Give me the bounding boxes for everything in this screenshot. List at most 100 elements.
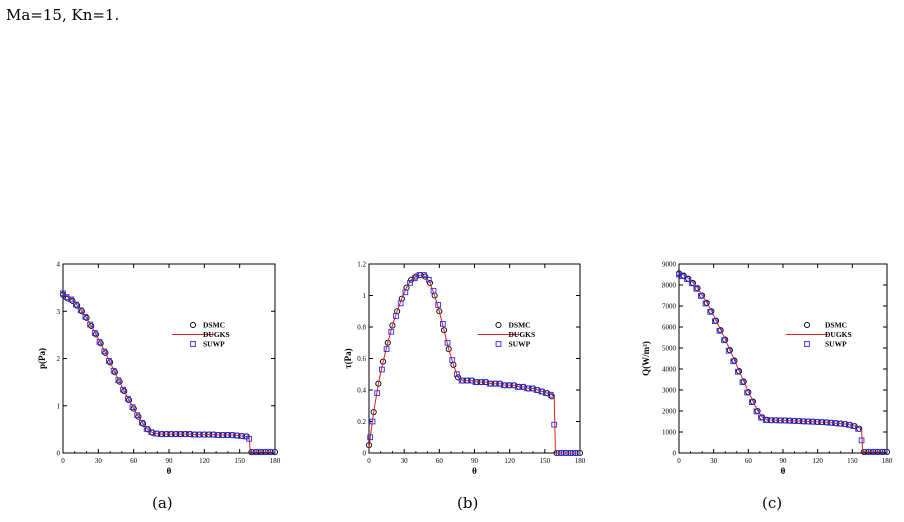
data-point-dsmc <box>83 314 90 321</box>
y-tick-label: 0.4 <box>357 387 366 395</box>
y-axis-label: Q(W/m²) <box>641 341 651 376</box>
legend-label-suwp: SUWP <box>509 340 531 349</box>
legend-marker-dsmc <box>803 321 811 329</box>
data-point-suwp <box>383 346 390 352</box>
data-point-suwp <box>411 275 418 282</box>
data-point-suwp <box>367 434 374 441</box>
x-tick-label: 180 <box>270 457 281 465</box>
y-tick-label: 1 <box>57 402 61 410</box>
x-tick-label: 0 <box>677 457 681 465</box>
x-tick-label: 180 <box>882 457 893 465</box>
data-point-dsmc <box>426 279 434 286</box>
data-point-suwp <box>684 276 690 282</box>
data-point-dsmc <box>389 322 396 329</box>
data-point-suwp <box>693 285 700 292</box>
data-point-suwp <box>106 358 112 364</box>
data-point-suwp <box>269 449 276 455</box>
data-point-suwp <box>688 280 695 287</box>
data-point-suwp <box>574 450 581 456</box>
x-tick-label: 30 <box>710 457 718 465</box>
data-point-suwp <box>855 426 861 432</box>
data-point-suwp <box>87 321 93 328</box>
data-point-dsmc <box>78 308 85 315</box>
data-point-suwp <box>246 435 252 442</box>
y-tick-label: 0.8 <box>357 324 366 332</box>
y-tick-label: 8000 <box>662 282 677 290</box>
x-tick-label: 60 <box>436 457 444 465</box>
data-point-suwp <box>115 377 122 384</box>
data-point-suwp <box>402 289 409 296</box>
legend-label-dugks: DUGKS <box>825 330 852 339</box>
data-point-suwp <box>735 368 741 375</box>
legend-marker-dsmc <box>189 321 197 329</box>
data-point-dsmc <box>121 388 128 395</box>
data-point-dsmc <box>97 340 104 347</box>
y-tick-label: 4 <box>57 261 61 269</box>
x-tick-label: 60 <box>130 457 138 465</box>
x-tick-label: 90 <box>166 457 174 465</box>
data-point-dsmc <box>455 374 462 381</box>
data-point-dsmc <box>140 420 147 427</box>
x-axis-label: θ <box>781 466 786 476</box>
data-point-dsmc <box>440 327 448 334</box>
legend-marker-suwp <box>190 341 196 347</box>
data-point-suwp <box>96 339 103 345</box>
data-point-suwp <box>676 271 682 278</box>
y-tick-label: 3000 <box>662 387 677 395</box>
data-point-dsmc <box>445 345 452 353</box>
x-axis-label: θ <box>167 466 172 476</box>
y-tick-label: 7000 <box>662 303 677 311</box>
panel-label-a: (a) <box>152 494 173 512</box>
panel-label-b: (b) <box>457 494 479 512</box>
x-tick-label: 180 <box>575 457 586 465</box>
data-point-suwp <box>881 449 888 455</box>
x-tick-label: 120 <box>812 457 823 465</box>
legend-label-dsmc: DSMC <box>825 321 847 330</box>
data-point-suwp <box>134 412 141 419</box>
data-point-suwp <box>421 272 427 278</box>
data-point-dsmc <box>135 413 142 420</box>
legend-marker-suwp <box>495 341 502 347</box>
data-point-suwp <box>110 367 117 374</box>
y-tick-label: 5000 <box>662 345 677 353</box>
data-point-dsmc <box>69 297 76 304</box>
data-point-dsmc <box>408 276 415 283</box>
x-tick-label: 90 <box>471 457 479 465</box>
x-axis-label: θ <box>472 466 477 476</box>
legend-label-dugks: DUGKS <box>509 330 536 339</box>
data-point-suwp <box>369 418 376 425</box>
data-point-suwp <box>379 366 385 373</box>
data-point-dsmc <box>107 359 114 366</box>
data-point-suwp <box>374 390 381 397</box>
data-point-suwp <box>60 290 66 297</box>
y-tick-label: 1000 <box>662 429 677 437</box>
x-tick-label: 30 <box>401 457 409 465</box>
data-point-suwp <box>444 339 451 346</box>
legend-marker-dsmc <box>495 321 502 329</box>
x-tick-label: 0 <box>367 457 371 465</box>
chart-panel-b: 0 30 60 90 120 150 180 0 0.2 0.4 0.6 0.8 1 1.2 θ τ(Pa) D… <box>343 261 586 477</box>
x-tick-label: 30 <box>95 457 103 465</box>
y-tick-label: 1.2 <box>357 261 366 269</box>
data-point-suwp <box>449 357 456 363</box>
data-point-suwp <box>748 399 755 406</box>
legend-label-dugks: DUGKS <box>203 330 230 339</box>
x-tick-label: 150 <box>540 457 551 465</box>
y-tick-label: 6000 <box>662 324 677 332</box>
y-tick-label: 0 <box>363 450 367 458</box>
y-tick-label: 0.2 <box>357 418 366 426</box>
data-point-suwp <box>430 287 437 294</box>
data-point-suwp <box>435 302 442 308</box>
y-tick-label: 4000 <box>662 366 677 374</box>
y-tick-label: 9000 <box>662 261 677 269</box>
y-tick-label: 1 <box>363 292 367 300</box>
legend-label-suwp: SUWP <box>203 340 225 349</box>
data-point-suwp <box>725 347 732 354</box>
data-point-suwp <box>425 276 432 283</box>
data-point-suwp <box>101 348 108 355</box>
data-point-suwp <box>707 309 714 315</box>
x-tick-label: 90 <box>780 457 788 465</box>
